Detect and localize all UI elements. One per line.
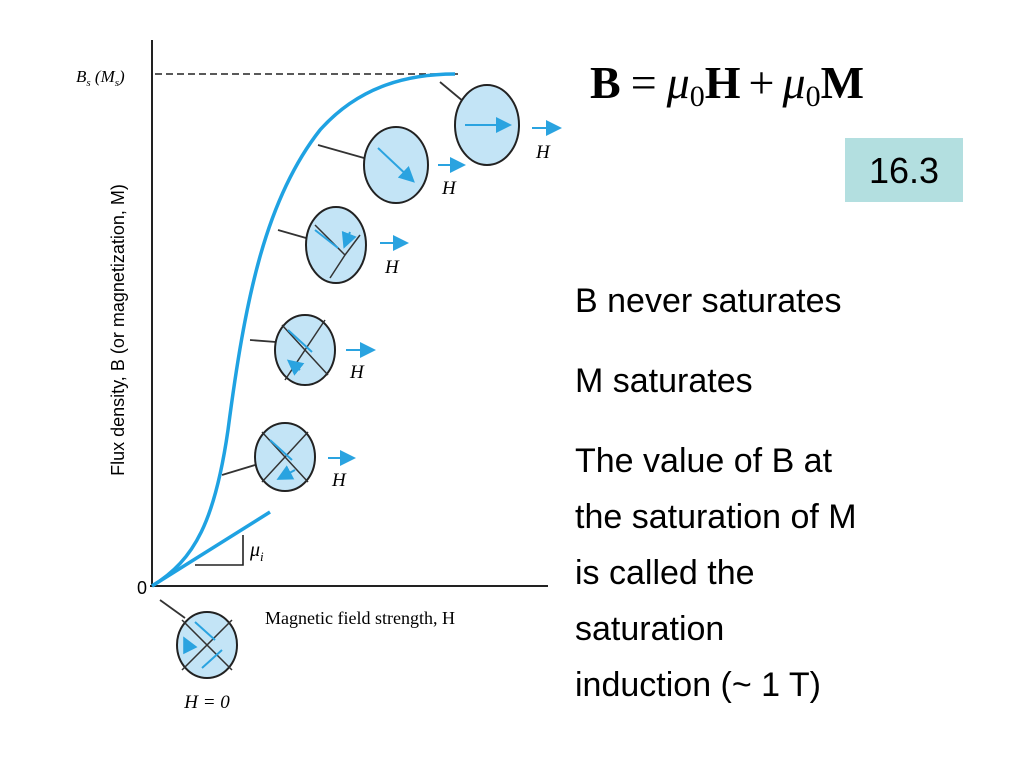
magnetization-curve <box>151 72 456 588</box>
slope-bracket <box>195 535 244 566</box>
initial-slope-line <box>151 510 271 588</box>
note-line: B never saturates <box>575 282 841 320</box>
label-part: μ <box>249 539 260 561</box>
eq-part: = <box>631 57 657 108</box>
eq-part: 0 <box>690 80 705 113</box>
eq-part: H <box>705 57 741 108</box>
notes: B never saturates M saturates The value of… <box>575 282 857 704</box>
eq-part: + <box>749 57 775 108</box>
saturation-label: Bs (Ms) <box>76 67 125 89</box>
equation: B = μ0H + μ0M <box>590 57 864 113</box>
origin-label: 0 <box>137 578 147 598</box>
field-label: H <box>331 470 347 491</box>
eq-part: μ <box>666 57 690 108</box>
domain-2: H <box>249 314 376 386</box>
zero-field-label: H = 0 <box>183 692 230 713</box>
field-label: H <box>441 178 457 199</box>
label-part: ) <box>118 67 125 86</box>
domain-1: H <box>221 422 356 491</box>
label-part: (M <box>91 67 116 86</box>
field-label: H <box>384 257 400 278</box>
equation-number-box <box>845 138 963 202</box>
y-axis-label: Flux density, B (or magnetization, M) <box>108 184 128 476</box>
label-part: B <box>76 67 87 86</box>
note-line: M saturates <box>575 362 753 400</box>
domain-5: H <box>439 81 562 166</box>
domain-4: H <box>317 126 466 204</box>
note-line: The value of B at <box>575 442 833 480</box>
eq-part: 0 <box>806 80 821 113</box>
label-part: s <box>86 77 90 89</box>
label-part: i <box>260 549 264 564</box>
note-line: induction (~ 1 T) <box>575 666 821 704</box>
field-label: H <box>349 362 365 383</box>
label-part: s <box>115 77 119 89</box>
equation-number: 16.3 <box>869 150 939 191</box>
eq-part: μ <box>781 57 805 108</box>
x-axis-label: Magnetic field strength, H <box>265 608 455 628</box>
note-line: is called the <box>575 554 755 592</box>
domain-3: H <box>277 206 409 284</box>
note-line: saturation <box>575 610 724 648</box>
domain-zero: H = 0 <box>159 599 238 713</box>
note-line: the saturation of M <box>575 498 857 536</box>
eq-part: B <box>590 57 621 108</box>
initial-slope-label: μi <box>249 539 264 564</box>
eq-part: M <box>821 57 864 108</box>
field-label: H <box>535 142 551 163</box>
